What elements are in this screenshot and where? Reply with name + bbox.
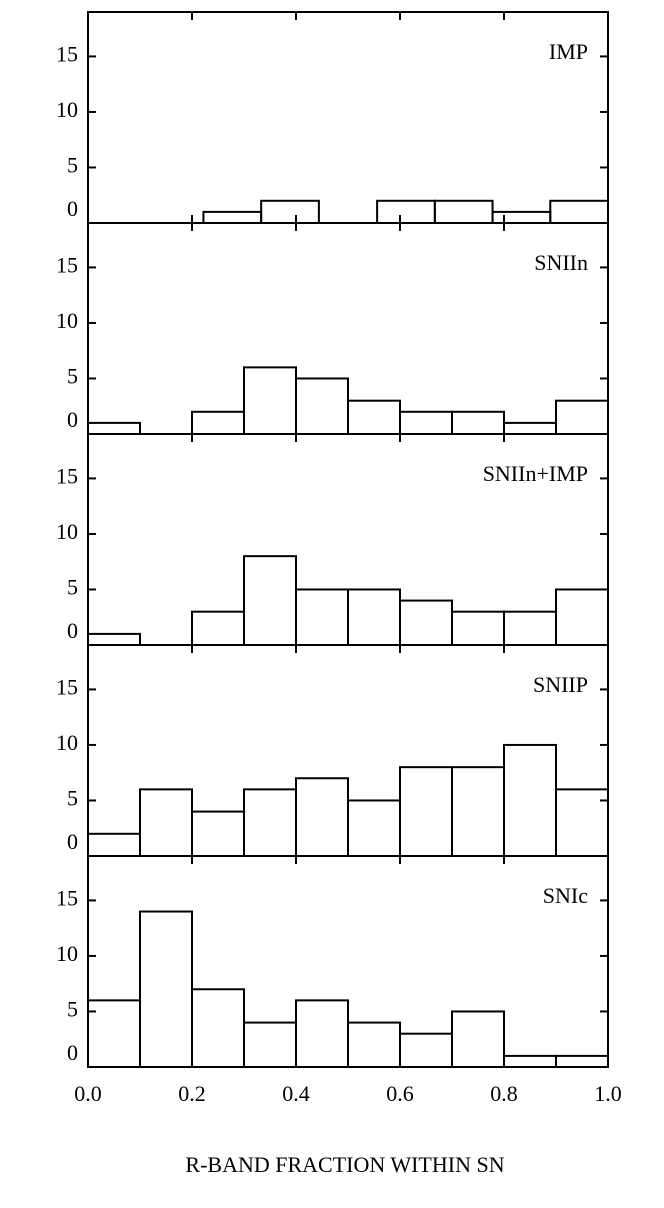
bar — [87, 632, 141, 646]
y-tick-label: 15 — [56, 463, 78, 488]
bar — [243, 366, 297, 435]
bar — [491, 210, 552, 224]
x-axis-label: R-BAND FRACTION WITHIN SN — [185, 1152, 504, 1177]
bar — [295, 999, 349, 1068]
x-tick-label: 0.2 — [178, 1081, 206, 1106]
bar — [503, 1054, 557, 1069]
plot-frame — [87, 855, 609, 1068]
y-tick-label: 5 — [67, 575, 78, 600]
bar — [399, 766, 453, 857]
bar — [139, 788, 193, 857]
bar — [87, 832, 141, 858]
bar — [451, 410, 505, 435]
bar — [260, 199, 320, 224]
x-tick-label: 0.6 — [386, 1081, 414, 1106]
bar — [399, 410, 453, 435]
y-tick-label: 0 — [67, 618, 78, 643]
bar — [376, 199, 436, 224]
bar — [503, 743, 557, 858]
bar — [399, 1032, 453, 1068]
panel-label: SNIc — [543, 883, 588, 908]
bar — [243, 1021, 297, 1068]
y-tick-label: 5 — [67, 153, 78, 178]
bar — [243, 788, 297, 857]
bar — [433, 199, 494, 224]
y-tick-label: 5 — [67, 786, 78, 811]
bar — [295, 777, 349, 858]
bar — [87, 421, 141, 436]
y-tick-label: 15 — [56, 41, 78, 66]
bar — [451, 766, 505, 857]
bar — [295, 377, 349, 436]
bar — [555, 788, 609, 857]
bar — [555, 588, 609, 647]
panel-label: SNIIn — [534, 250, 588, 275]
y-tick-label: 15 — [56, 674, 78, 699]
y-tick-label: 10 — [56, 730, 78, 755]
bar — [347, 1021, 401, 1068]
bar — [549, 199, 610, 224]
bar — [503, 610, 557, 646]
bar — [87, 999, 141, 1068]
bar — [555, 1054, 609, 1069]
bar — [243, 555, 297, 646]
y-tick-label: 15 — [56, 252, 78, 277]
bar — [191, 410, 245, 435]
bar — [399, 599, 453, 646]
x-tick-label: 0.8 — [490, 1081, 518, 1106]
y-tick-label: 15 — [56, 885, 78, 910]
y-tick-label: 5 — [67, 364, 78, 389]
bar — [347, 799, 401, 858]
y-tick-label: 10 — [56, 941, 78, 966]
y-tick-label: 0 — [67, 196, 78, 221]
y-tick-label: 0 — [67, 829, 78, 854]
bar — [191, 610, 245, 646]
bar — [139, 910, 193, 1068]
bar — [347, 399, 401, 435]
bar — [295, 588, 349, 647]
panel-label: IMP — [549, 39, 588, 64]
bar — [191, 810, 245, 857]
bar — [191, 988, 245, 1069]
y-tick-label: 10 — [56, 519, 78, 544]
bar — [555, 399, 609, 435]
bar — [202, 210, 263, 224]
plot-frame — [87, 11, 609, 224]
x-tick-label: 0.4 — [282, 1081, 310, 1106]
bar — [503, 421, 557, 436]
x-tick-label: 0.0 — [74, 1081, 102, 1106]
bar — [451, 1010, 505, 1069]
y-tick-label: 5 — [67, 997, 78, 1022]
y-tick-label: 10 — [56, 97, 78, 122]
x-tick-label: 1.0 — [594, 1081, 622, 1106]
panel-label: SNIIn+IMP — [483, 461, 588, 486]
bar — [451, 610, 505, 646]
y-tick-label: 0 — [67, 407, 78, 432]
bar — [347, 588, 401, 647]
y-tick-label: 10 — [56, 308, 78, 333]
y-tick-label: 0 — [67, 1040, 78, 1065]
panel-label: SNIIP — [533, 672, 588, 697]
